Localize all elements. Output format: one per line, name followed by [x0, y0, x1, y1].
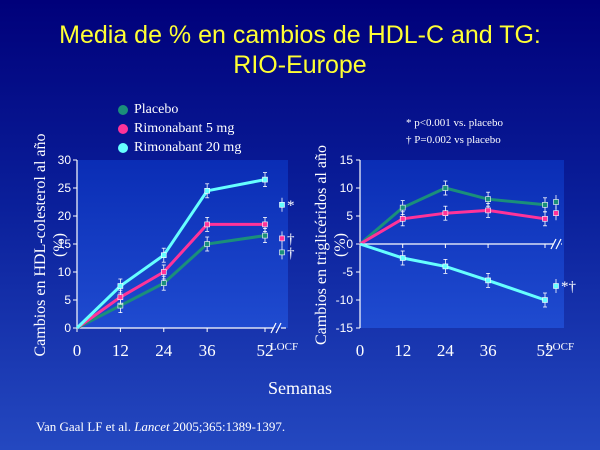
data-point [399, 204, 406, 211]
locf-point [279, 249, 285, 256]
data-point [262, 221, 268, 228]
note-p001: * p<0.001 vs. placebo [406, 117, 503, 129]
significance-marker: † [287, 231, 295, 247]
x-tick-label: 52 [537, 341, 554, 360]
y-tick-label: 10 [340, 181, 354, 195]
legend-label: Rimonabant 5 mg [134, 121, 235, 136]
locf-label: LOCF [546, 341, 574, 353]
y-axis-label: Cambios en HDL-colesterol al año [32, 133, 49, 356]
y-tick-label: 0 [346, 237, 353, 251]
data-point [262, 232, 268, 239]
locf-point [553, 199, 559, 205]
citation-details: 2005;365:1389-1397. [172, 419, 286, 434]
y-tick-label: -10 [336, 293, 354, 307]
legend-dot-icon [118, 143, 128, 153]
data-point [542, 216, 548, 222]
data-point [485, 207, 491, 214]
legend-item-rimonabant-20mg: Rimonabant 20 mg [118, 138, 241, 157]
x-tick-label: 36 [199, 341, 216, 360]
x-tick-label: 0 [356, 341, 365, 360]
data-point [204, 241, 210, 247]
y-tick-label: 20 [58, 209, 72, 223]
significance-marker: † [287, 245, 295, 261]
citation-journal: Lancet [134, 419, 170, 434]
data-point [399, 255, 406, 261]
legend-dot-icon [118, 124, 128, 134]
legend-label: Placebo [134, 102, 179, 117]
locf-label: LOCF [270, 341, 298, 353]
x-tick-label: 12 [394, 341, 411, 360]
data-point [442, 263, 449, 270]
significance-marker: * [287, 198, 295, 214]
data-point [160, 280, 167, 287]
locf-point [553, 283, 559, 289]
citation: Van Gaal LF et al. Lancet 2005;365:1389-… [36, 419, 285, 435]
locf-point [279, 202, 285, 208]
legend-label: Rimonabant 20 mg [134, 140, 242, 155]
data-point [542, 297, 548, 303]
x-tick-label: 12 [112, 341, 129, 360]
y-tick-label: 5 [346, 209, 353, 223]
axis-break-mark [550, 238, 557, 250]
y-tick-label: 15 [58, 237, 72, 251]
y-axis-label-unit: (%) [332, 233, 349, 257]
y-tick-label: 15 [340, 153, 354, 167]
data-point [442, 185, 449, 191]
citation-authors: Van Gaal LF et al. [36, 419, 131, 434]
data-point [485, 277, 491, 284]
y-tick-label: -15 [336, 321, 354, 335]
data-point [262, 176, 268, 183]
slide-title-line-1: Media de % en cambios de HDL-C and TG: [59, 21, 541, 49]
legend-item-placebo: Placebo [118, 100, 241, 119]
data-point [442, 210, 449, 216]
y-tick-label: 0 [64, 321, 71, 335]
slide-title-line-2: RIO-Europe [233, 51, 367, 79]
data-point [204, 221, 210, 228]
y-axis-label-unit: (%) [51, 233, 68, 257]
x-tick-label: 24 [437, 341, 455, 360]
data-point [399, 216, 406, 222]
legend: Placebo Rimonabant 5 mg Rimonabant 20 mg [118, 100, 241, 157]
data-point [117, 283, 124, 289]
y-tick-label: 5 [64, 293, 71, 307]
y-tick-label: 25 [58, 181, 72, 195]
note-p002: † P=0.002 vs placebo [406, 134, 501, 146]
axis-break-mark [270, 322, 277, 334]
data-point [542, 202, 548, 208]
x-axis-label: Semanas [268, 378, 332, 398]
x-tick-label: 24 [155, 341, 173, 360]
x-tick-label: 0 [73, 341, 82, 360]
y-tick-label: -5 [342, 265, 353, 279]
significance-notes: * p<0.001 vs. placebo † P=0.002 vs place… [406, 115, 503, 149]
axis-break-mark [555, 238, 562, 250]
locf-point [279, 235, 285, 242]
plot-area [77, 160, 288, 328]
significance-marker: *† [561, 279, 577, 295]
legend-item-rimonabant-5mg: Rimonabant 5 mg [118, 119, 241, 138]
data-point [117, 294, 124, 301]
data-point [204, 188, 210, 194]
x-tick-label: 52 [257, 341, 274, 360]
y-tick-label: 10 [58, 265, 72, 279]
data-point [485, 196, 491, 202]
y-axis-label: Cambios en triglicéridos al año [313, 145, 330, 345]
x-tick-label: 36 [480, 341, 497, 360]
data-point [160, 252, 167, 258]
axis-break-mark [275, 322, 282, 334]
data-point [160, 269, 167, 275]
legend-dot-icon [118, 105, 128, 115]
y-tick-label: 30 [58, 153, 72, 167]
locf-point [553, 210, 559, 216]
